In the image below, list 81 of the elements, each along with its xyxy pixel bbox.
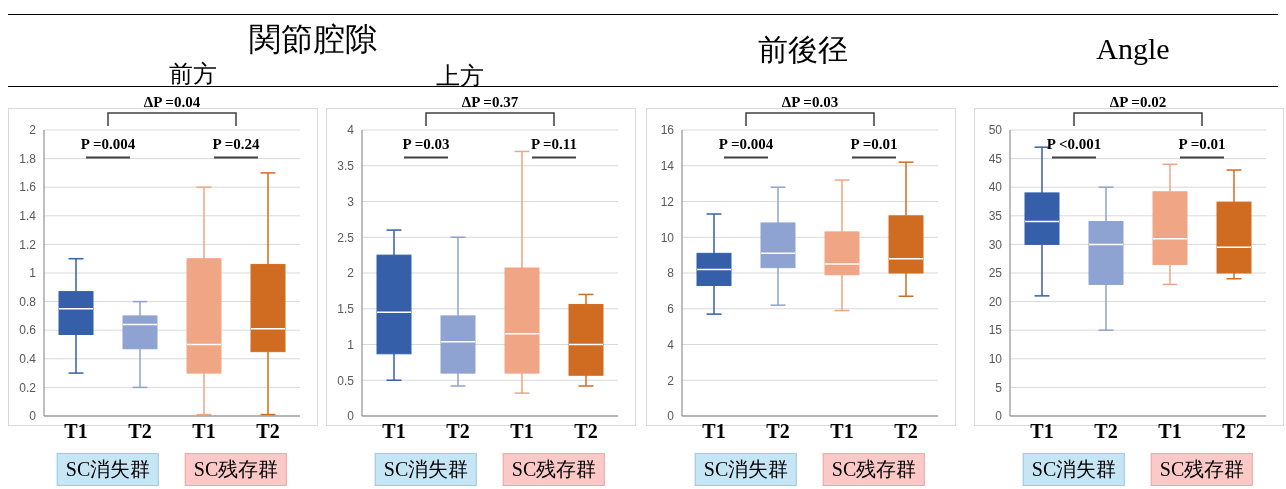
text: ΔP =0.02	[1109, 94, 1167, 111]
text: SC残存群	[502, 453, 606, 486]
x-tick-label: T2	[894, 420, 918, 443]
chart-title: 上方	[436, 62, 484, 91]
text: ΔP =0.03	[781, 94, 839, 111]
y-tick-label: 1.8	[19, 151, 37, 166]
x-tick-label: T2	[128, 420, 152, 443]
y-tick-label: 0	[667, 409, 675, 424]
y-tick-label: 1.5	[337, 302, 355, 317]
x-tick-label: T1	[1030, 420, 1054, 443]
x-tick-label: T2	[256, 420, 280, 443]
x-tick-label: T2	[1222, 420, 1246, 443]
chart-title: 前後径	[758, 32, 848, 68]
annotation: P <0.001	[1046, 136, 1102, 153]
annotation: P =0.24	[212, 136, 260, 153]
y-tick-label: 3	[347, 194, 355, 209]
x-tick-label: T1	[382, 420, 406, 443]
x-tick-label: T2	[446, 420, 470, 443]
y-tick-label: 2	[29, 123, 37, 138]
y-tick-label: 6	[667, 302, 675, 317]
y-tick-label: 35	[988, 209, 1003, 224]
annotation: P =0.004	[718, 136, 774, 153]
chart-title: 前方	[169, 60, 217, 89]
x-tick-label: T1	[510, 420, 534, 443]
y-tick-label: 50	[988, 123, 1003, 138]
y-tick-label: 10	[988, 352, 1003, 367]
x-tick-label: T2	[766, 420, 790, 443]
y-tick-label: 12	[660, 194, 675, 209]
y-tick-label: 4	[667, 337, 675, 352]
y-tick-label: 1	[29, 266, 37, 281]
y-tick-label: 4	[347, 123, 355, 138]
y-tick-label: 0.4	[19, 352, 37, 367]
annotation: P =0.004	[80, 136, 136, 153]
y-tick-label: 8	[667, 266, 675, 281]
y-tick-label: 40	[988, 180, 1003, 195]
text: SC残存群	[822, 453, 926, 486]
annotation: P =0.01	[850, 136, 898, 153]
y-tick-label: 1.4	[19, 209, 37, 224]
x-tick-label: T1	[1158, 420, 1182, 443]
y-tick-label: 0.2	[19, 380, 37, 395]
y-tick-label: 2	[347, 266, 355, 281]
y-tick-label: 3.5	[337, 159, 355, 174]
x-tick-label: T2	[574, 420, 598, 443]
annotation: P =0.11	[530, 136, 578, 153]
text: 関節腔隙	[249, 20, 377, 59]
text: SC消失群	[1022, 453, 1126, 486]
annotation: P =0.03	[402, 136, 450, 153]
text: SC消失群	[374, 453, 478, 486]
y-tick-label: 0	[347, 409, 355, 424]
y-tick-label: 20	[988, 294, 1003, 309]
y-tick-label: 0.6	[19, 323, 37, 338]
y-tick-label: 1.2	[19, 237, 37, 252]
y-tick-label: 25	[988, 266, 1003, 281]
y-tick-label: 30	[988, 237, 1003, 252]
x-tick-label: T2	[1094, 420, 1118, 443]
x-tick-label: T1	[192, 420, 216, 443]
y-tick-label: 1.6	[19, 180, 37, 195]
x-tick-label: T1	[830, 420, 854, 443]
y-tick-label: 2.5	[337, 230, 355, 245]
y-tick-label: 10	[660, 230, 675, 245]
y-tick-label: 0.5	[337, 373, 355, 388]
x-tick-label: T1	[64, 420, 88, 443]
text: ΔP =0.04	[143, 94, 201, 111]
y-tick-label: 5	[995, 380, 1003, 395]
text: SC消失群	[56, 453, 160, 486]
y-tick-label: 2	[667, 373, 675, 388]
annotation: P =0.01	[1178, 136, 1226, 153]
y-tick-label: 0	[995, 409, 1003, 424]
text: SC残存群	[1150, 453, 1254, 486]
y-tick-label: 0	[29, 409, 37, 424]
text: SC残存群	[184, 453, 288, 486]
y-tick-label: 14	[660, 159, 675, 174]
y-tick-label: 0.8	[19, 294, 37, 309]
y-tick-label: 15	[988, 323, 1003, 338]
text: SC消失群	[694, 453, 798, 486]
y-tick-label: 16	[660, 123, 675, 138]
text: ΔP =0.37	[461, 94, 519, 111]
x-tick-label: T1	[702, 420, 726, 443]
y-tick-label: 45	[988, 151, 1003, 166]
chart-title: Angle	[1096, 32, 1170, 66]
y-tick-label: 1	[347, 337, 355, 352]
